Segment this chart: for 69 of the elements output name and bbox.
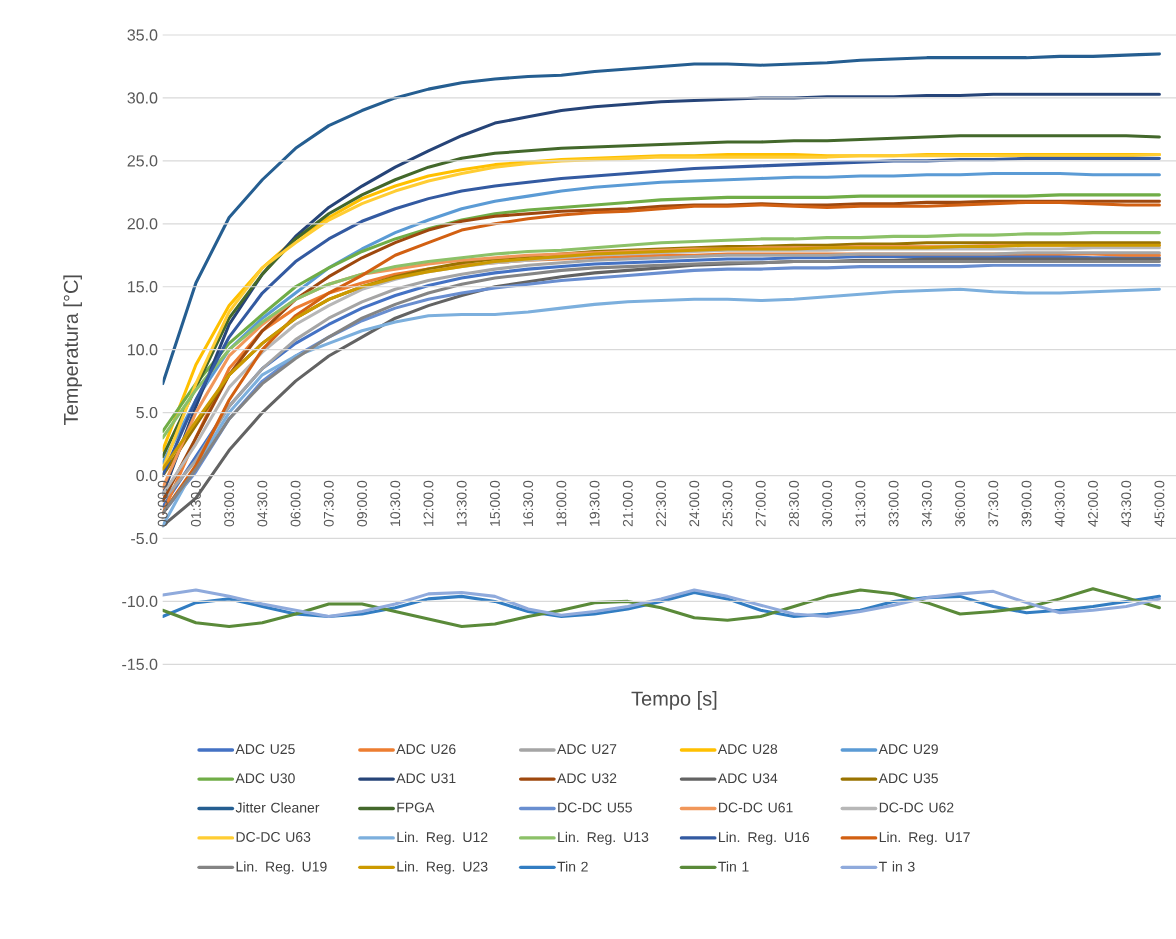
x-tick-label: 12:00.0 [423, 480, 434, 526]
y-tick-label: 25.0 [127, 155, 158, 167]
x-tick-label: 16:30.0 [523, 480, 534, 526]
legend-label: Lin. Reg. U16 [719, 831, 810, 845]
y-axis-title: Temperatura [°C] [63, 275, 82, 425]
x-tick-label: 42:00.0 [1088, 480, 1098, 527]
y-tick-label: 15.0 [128, 281, 158, 293]
y-tick-label: 0.0 [136, 469, 158, 482]
legend-label: Jitter Cleaner [235, 802, 320, 813]
x-tick-label: 40:30.0 [1054, 480, 1065, 527]
x-tick-label: 22:30.0 [656, 480, 666, 527]
y-tick-label: -10.0 [122, 595, 158, 608]
x-tick-label: 37:30.0 [988, 480, 999, 527]
x-tick-label: 39:00.0 [1021, 480, 1032, 527]
x-tick-label: 19:30.0 [589, 480, 600, 526]
x-tick-label: 03:00.0 [224, 480, 235, 527]
x-tick-label: 33:00.0 [888, 480, 899, 527]
legend-label: Tin 2 [557, 861, 588, 872]
legend-label: DC-DC U63 [236, 832, 311, 842]
legend-label: ADC U30 [235, 773, 295, 784]
x-tick-label: 15:00.0 [489, 480, 500, 526]
x-tick-label: 25:30.0 [722, 480, 733, 527]
x-tick-label: 18:00.0 [556, 480, 567, 526]
x-tick-label: 06:00.0 [290, 480, 301, 527]
y-tick-label: -5.0 [131, 532, 158, 545]
legend-label: FPGA [397, 802, 435, 813]
legend-label: DC-DC U62 [879, 802, 954, 813]
x-tick-label: 36:00.0 [955, 480, 966, 527]
legend-label: ADC U34 [717, 773, 778, 784]
x-tick-label: 07:30.0 [323, 480, 334, 527]
legend-label: T in 3 [878, 861, 915, 872]
x-tick-label: 21:00.0 [622, 480, 633, 527]
legend-label: Lin. Reg. U23 [397, 861, 488, 875]
legend-label: DC-DC U55 [558, 802, 632, 813]
y-tick-label: 35.0 [127, 29, 158, 41]
y-tick-label: 5.0 [136, 406, 158, 419]
legend-label: Lin. Reg. U12 [397, 831, 488, 845]
x-tick-label: 24:00.0 [689, 480, 700, 527]
x-tick-label: 09:00.0 [357, 480, 367, 527]
x-axis-title: Tempo [s] [631, 691, 717, 710]
x-tick-label: 34:30.0 [921, 480, 932, 527]
y-tick-label: -15.0 [122, 658, 158, 670]
legend-label: ADC U29 [878, 744, 938, 755]
x-tick-label: 00:00.0 [157, 480, 168, 527]
x-tick-label: 45:00.0 [1154, 480, 1165, 527]
x-tick-label: 27:00.0 [755, 480, 766, 527]
x-tick-label: 31:30.0 [855, 480, 866, 527]
x-tick-label: 01:30.0 [190, 480, 201, 527]
x-tick-label: 04:30.0 [257, 480, 268, 527]
legend-label: ADC U28 [717, 744, 778, 755]
legend-label: Tin 1 [718, 861, 749, 872]
legend-label: Lin. Reg. U19 [236, 861, 327, 875]
x-tick-label: 43:30.0 [1121, 480, 1132, 527]
legend-label: ADC U35 [878, 773, 938, 784]
x-tick-label: 30:00.0 [822, 480, 833, 527]
legend-label: ADC U31 [396, 773, 456, 784]
legend-label: ADC U26 [396, 744, 456, 755]
legend-label: ADC U32 [557, 773, 617, 784]
y-tick-label: 10.0 [128, 344, 158, 356]
legend-label: Lin. Reg. U17 [879, 831, 970, 845]
legend-label: ADC U25 [235, 744, 295, 755]
y-tick-label: 20.0 [127, 218, 158, 230]
x-tick-label: 28:30.0 [788, 480, 799, 527]
x-tick-label: 10:30.0 [390, 480, 401, 526]
legend-label: ADC U27 [557, 744, 617, 755]
legend-label: DC-DC U61 [719, 802, 793, 813]
y-tick-label: 30.0 [127, 92, 158, 104]
legend-label: Lin. Reg. U13 [558, 831, 649, 845]
x-tick-label: 13:30.0 [456, 480, 467, 526]
